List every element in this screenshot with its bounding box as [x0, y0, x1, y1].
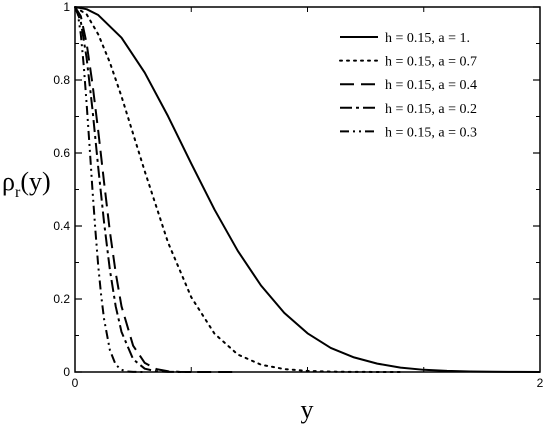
series-layer [74, 6, 541, 373]
x-tick-label: 0 [72, 376, 79, 390]
y-tick-label: 0.4 [53, 219, 70, 233]
series-line-2 [74, 6, 402, 373]
y-axis-title-tail: (y) [20, 167, 50, 196]
legend-label-3: h = 0.15, a = 0.4 [385, 78, 477, 93]
series-line-5 [74, 6, 145, 373]
y-tick-label: 0.6 [53, 146, 70, 160]
axis-ticks: 0 0.2 0.4 0.6 0.8 1 0 2 [53, 0, 543, 390]
legend-label-1: h = 0.15, a = 1. [385, 31, 470, 46]
y-tick-label: 0 [63, 365, 70, 379]
series-line-3 [74, 6, 238, 373]
y-axis-title: ρr(y) [2, 167, 51, 201]
y-axis-title-sub: r [15, 184, 21, 201]
legend: h = 0.15, a = 1. h = 0.15, a = 0.7 h = 0.1… [339, 31, 477, 140]
y-tick-label: 0.2 [53, 292, 70, 306]
x-axis-title: y [301, 395, 314, 424]
x-tick-label: 2 [537, 376, 544, 390]
legend-label-2: h = 0.15, a = 0.7 [385, 55, 477, 70]
series-line-1 [74, 6, 541, 373]
y-tick-label: 0.8 [53, 73, 70, 87]
series-line-4 [74, 6, 192, 373]
y-tick-label: 1 [63, 0, 70, 14]
legend-label-4: h = 0.15, a = 0.2 [385, 102, 477, 117]
legend-label-5: h = 0.15, a = 0.3 [385, 125, 477, 140]
y-axis-title-main: ρ [2, 167, 15, 196]
